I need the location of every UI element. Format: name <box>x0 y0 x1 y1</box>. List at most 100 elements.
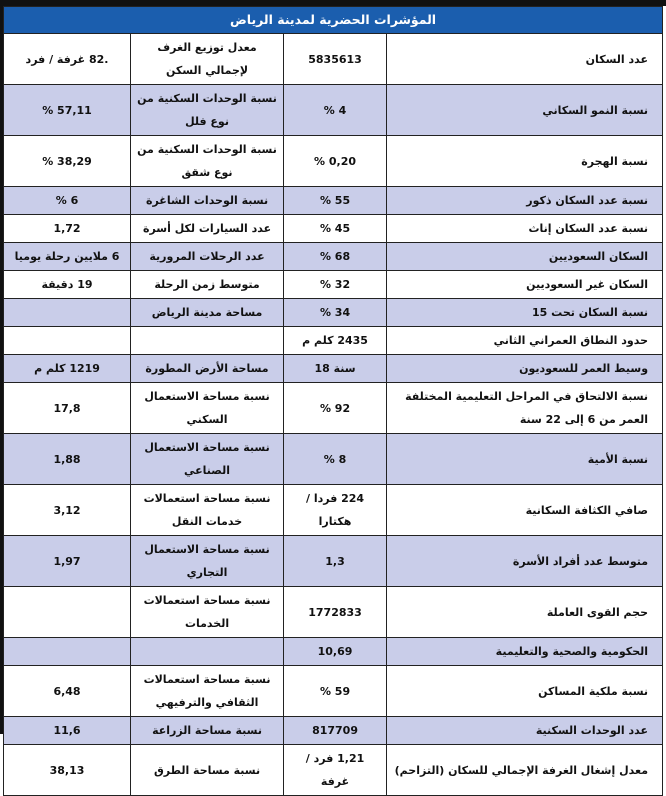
indicator-value: 34 % <box>283 298 388 327</box>
indicator-label: نسبة عدد السكان ذكور <box>386 186 664 215</box>
indicator-label: نسبة الوحدات السكنية من نوع فلل <box>130 84 285 136</box>
indicator-value: 59 % <box>283 665 388 717</box>
indicator-value: 4 % <box>283 84 388 136</box>
indicator-label: السكان السعوديين <box>386 242 664 271</box>
indicator-label: نسبة الوحدات الشاغرة <box>130 186 285 215</box>
indicator-label <box>130 326 285 355</box>
indicator-label: نسبة السكان تحت 15 <box>386 298 664 327</box>
indicator-label: نسبة عدد السكان إناث <box>386 214 664 243</box>
indicator-value: .82 غرفة / فرد <box>2 33 132 85</box>
indicator-label: عدد السكان <box>386 33 664 85</box>
indicator-value: 32 % <box>283 270 388 299</box>
indicator-label: نسبة النمو السكاني <box>386 84 664 136</box>
indicator-value: 57,11 % <box>2 84 132 136</box>
table-row: نسبة الهجرة 0,20 % نسبة الوحدات السكنية من… <box>2 135 664 187</box>
table-row: نسبة عدد السكان ذكور 55 % نسبة الوحدات الش… <box>2 186 664 215</box>
indicator-label: نسبة مساحة استعمالات الخدمات <box>130 586 285 638</box>
indicator-label: متوسط عدد أفراد الأسرة <box>386 535 664 587</box>
indicator-label: عدد الرحلات المرورية <box>130 242 285 271</box>
indicator-value: 1,72 <box>2 214 132 243</box>
indicator-label: وسيط العمر للسعوديون <box>386 354 664 383</box>
table-row: السكان السعوديين 68 % عدد الرحلات المرورية… <box>2 242 664 271</box>
table-title: المؤشرات الحضرية لمدينة الرياض <box>2 6 664 34</box>
table-row: حدود النطاق العمراني الثاني 2435 كلم م <box>2 326 664 355</box>
indicator-value: 19 دقيقة <box>2 270 132 299</box>
indicator-label: معدل توزيع الغرف لإجمالي السكن <box>130 33 285 85</box>
indicator-value: 0,20 % <box>283 135 388 187</box>
indicator-value: 224 فردا / هكتارا <box>283 484 388 536</box>
indicator-value: 6 % <box>2 186 132 215</box>
indicator-value: 2435 كلم م <box>283 326 388 355</box>
indicator-label: نسبة الالتحاق في المراحل التعليمية المخت… <box>386 382 664 434</box>
indicator-value: 1,21 فرد / غرفة <box>283 744 388 796</box>
indicator-value: 3,12 <box>2 484 132 536</box>
indicator-label: عدد السيارات لكل أسرة <box>130 214 285 243</box>
indicator-value: 1,97 <box>2 535 132 587</box>
table-row: نسبة الالتحاق في المراحل التعليمية المخت… <box>2 382 664 434</box>
indicator-label: نسبة مساحة الاستعمال السكني <box>130 382 285 434</box>
indicator-label: نسبة مساحة الطرق <box>130 744 285 796</box>
indicator-label <box>130 637 285 666</box>
indicator-label: نسبة مساحة الاستعمال التجاري <box>130 535 285 587</box>
table-row: عدد الوحدات السكنية 817709 نسبة مساحة الزر… <box>2 716 664 745</box>
table-row: نسبة النمو السكاني 4 % نسبة الوحدات السكني… <box>2 84 664 136</box>
indicator-value: 8 % <box>283 433 388 485</box>
table-row: الحكومية والصحية والتعليمية 10,69 <box>2 637 664 666</box>
indicator-label: عدد الوحدات السكنية <box>386 716 664 745</box>
indicator-label: نسبة ملكية المساكن <box>386 665 664 717</box>
table-row: وسيط العمر للسعوديون سنة 18 مساحة الأرض ال… <box>2 354 664 383</box>
indicator-value: 17,8 <box>2 382 132 434</box>
indicator-label: السكان غير السعوديين <box>386 270 664 299</box>
indicator-value: 6,48 <box>2 665 132 717</box>
indicator-value <box>2 586 132 638</box>
indicator-label: متوسط زمن الرحلة <box>130 270 285 299</box>
indicator-value: 1,88 <box>2 433 132 485</box>
left-border <box>0 0 3 734</box>
indicator-value: 38,29 % <box>2 135 132 187</box>
indicator-label: نسبة مساحة استعمالات خدمات النقل <box>130 484 285 536</box>
indicator-label: الحكومية والصحية والتعليمية <box>386 637 664 666</box>
table-row: متوسط عدد أفراد الأسرة 1,3 نسبة مساحة الاس… <box>2 535 664 587</box>
indicator-value <box>2 326 132 355</box>
indicator-value: 10,69 <box>283 637 388 666</box>
indicator-value: 92 % <box>283 382 388 434</box>
indicator-label: نسبة الأمية <box>386 433 664 485</box>
indicator-label: حجم القوى العاملة <box>386 586 664 638</box>
urban-indicators-table: المؤشرات الحضرية لمدينة الرياض عدد السكا… <box>2 6 664 796</box>
indicator-value: 45 % <box>283 214 388 243</box>
table-row: عدد السكان 5835613 معدل توزيع الغرف لإجمال… <box>2 33 664 85</box>
indicator-label: معدل إشغال الغرفة الإجمالي للسكان (التزا… <box>386 744 664 796</box>
indicator-label: حدود النطاق العمراني الثاني <box>386 326 664 355</box>
indicator-label: نسبة مساحة الاستعمال الصناعي <box>130 433 285 485</box>
indicator-value <box>2 298 132 327</box>
indicator-label: نسبة الهجرة <box>386 135 664 187</box>
indicator-value: 38,13 <box>2 744 132 796</box>
indicator-value: 68 % <box>283 242 388 271</box>
table-row: نسبة السكان تحت 15 34 % مساحة مدينة الرياض <box>2 298 664 327</box>
indicator-value: 55 % <box>283 186 388 215</box>
indicator-label: نسبة مساحة الزراعة <box>130 716 285 745</box>
indicator-label: مساحة مدينة الرياض <box>130 298 285 327</box>
indicator-value: 1772833 <box>283 586 388 638</box>
table-row: حجم القوى العاملة 1772833 نسبة مساحة استعم… <box>2 586 664 638</box>
indicator-label: مساحة الأرض المطورة <box>130 354 285 383</box>
indicator-value: 817709 <box>283 716 388 745</box>
table-row: نسبة عدد السكان إناث 45 % عدد السيارات لكل… <box>2 214 664 243</box>
indicator-value: 1,3 <box>283 535 388 587</box>
indicator-label: صافي الكثافة السكانية <box>386 484 664 536</box>
indicator-value: 5835613 <box>283 33 388 85</box>
table-row: نسبة ملكية المساكن 59 % نسبة مساحة استعمال… <box>2 665 664 717</box>
table-row: نسبة الأمية 8 % نسبة مساحة الاستعمال الصنا… <box>2 433 664 485</box>
table-header-row: المؤشرات الحضرية لمدينة الرياض <box>2 6 664 34</box>
table-row: صافي الكثافة السكانية 224 فردا / هكتارا نس… <box>2 484 664 536</box>
indicator-value: 6 ملايين رحلة يوميا <box>2 242 132 271</box>
indicator-label: نسبة مساحة استعمالات الثقافي والترفيهي <box>130 665 285 717</box>
indicator-label: نسبة الوحدات السكنية من نوع شقق <box>130 135 285 187</box>
indicator-value: سنة 18 <box>283 354 388 383</box>
table-row: السكان غير السعوديين 32 % متوسط زمن الرحلة… <box>2 270 664 299</box>
indicator-value: 11,6 <box>2 716 132 745</box>
indicator-value: 1219 كلم م <box>2 354 132 383</box>
top-border <box>0 0 666 6</box>
indicator-value <box>2 637 132 666</box>
table-row: معدل إشغال الغرفة الإجمالي للسكان (التزا… <box>2 744 664 796</box>
